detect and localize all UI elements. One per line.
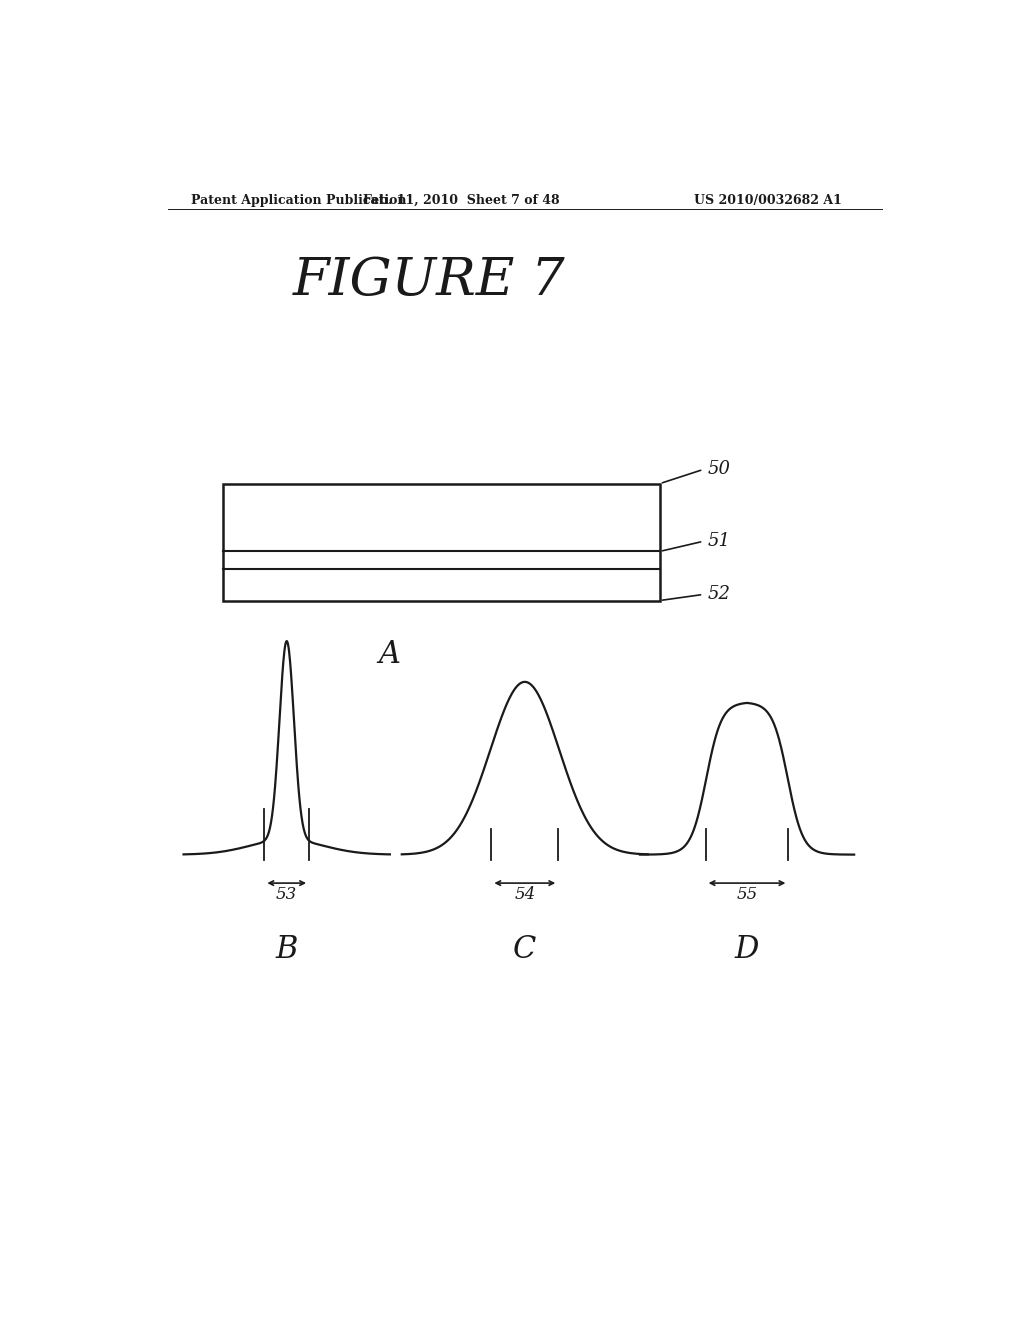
Text: Feb. 11, 2010  Sheet 7 of 48: Feb. 11, 2010 Sheet 7 of 48: [362, 194, 560, 207]
Text: 53: 53: [276, 886, 297, 903]
Bar: [223, 483, 659, 601]
Text: FIGURE 7: FIGURE 7: [293, 255, 566, 306]
Text: D: D: [735, 935, 759, 965]
Text: A: A: [378, 639, 400, 671]
Text: 55: 55: [736, 886, 758, 903]
Text: Patent Application Publication: Patent Application Publication: [191, 194, 407, 207]
Text: 50: 50: [708, 461, 730, 478]
Text: C: C: [513, 935, 537, 965]
Text: 51: 51: [708, 532, 730, 550]
Text: US 2010/0032682 A1: US 2010/0032682 A1: [694, 194, 842, 207]
Text: 52: 52: [708, 586, 730, 603]
Text: 54: 54: [514, 886, 536, 903]
Text: B: B: [275, 935, 298, 965]
